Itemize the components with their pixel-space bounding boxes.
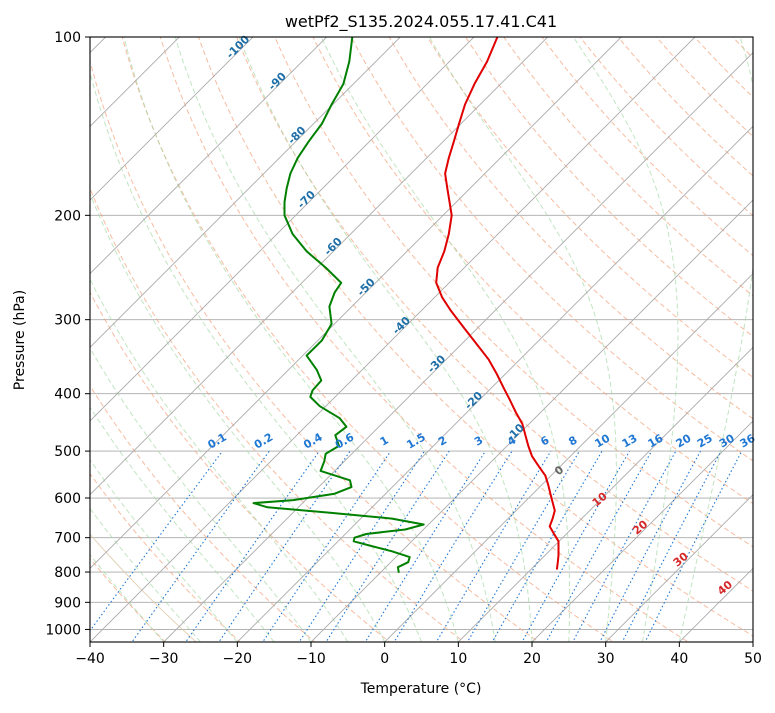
y-axis-label: Pressure (hPa) <box>12 290 28 390</box>
y-tick-label: 800 <box>54 565 81 581</box>
x-tick-label: 40 <box>670 651 688 667</box>
reference-curve <box>0 24 73 654</box>
y-tick-label: 200 <box>54 208 81 224</box>
x-tick-label: 0 <box>380 651 389 667</box>
x-tick-label: −30 <box>149 651 179 667</box>
y-tick-label: 500 <box>54 444 81 460</box>
x-tick-label: −20 <box>223 651 253 667</box>
y-tick-label: 300 <box>54 313 81 329</box>
y-tick-label: 900 <box>54 595 81 611</box>
dry-adiabat <box>758 24 775 654</box>
x-tick-label: 20 <box>523 651 541 667</box>
x-tick-label: 50 <box>744 651 762 667</box>
y-tick-label: 700 <box>54 531 81 547</box>
y-tick-label: 400 <box>54 387 81 403</box>
x-tick-label: −10 <box>296 651 326 667</box>
x-tick-label: −40 <box>75 651 105 667</box>
x-tick-label: 10 <box>449 651 467 667</box>
chart-title: wetPf2_S135.2024.055.17.41.C41 <box>285 12 557 32</box>
y-tick-label: 600 <box>54 491 81 507</box>
y-tick-label: 100 <box>54 30 81 46</box>
y-tick-label: 1000 <box>45 622 81 638</box>
x-tick-label: 30 <box>597 651 615 667</box>
x-axis-label: Temperature (°C) <box>360 681 482 697</box>
